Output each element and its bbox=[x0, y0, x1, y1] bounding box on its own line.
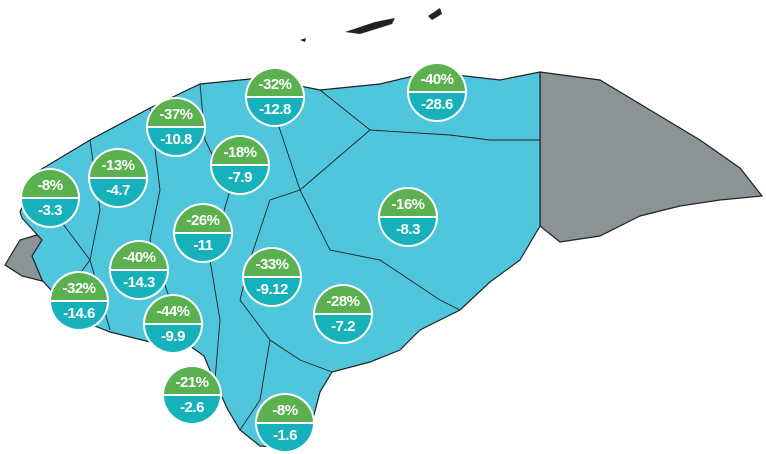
badge-bottom bbox=[111, 270, 167, 298]
badge-bottom bbox=[409, 92, 465, 120]
badge-bottom bbox=[164, 395, 220, 423]
badge-top bbox=[90, 150, 146, 178]
badge-percent: -21% bbox=[175, 374, 208, 391]
badge-percent: -33% bbox=[255, 256, 288, 273]
badge: -8% -3.3 bbox=[20, 168, 80, 228]
badge-top bbox=[175, 205, 231, 233]
badge-bottom bbox=[257, 423, 313, 451]
badge-top bbox=[380, 189, 436, 217]
badge-percent: -18% bbox=[223, 144, 256, 161]
badge-percent: -26% bbox=[186, 212, 219, 229]
badge-percent: -16% bbox=[391, 196, 424, 213]
badge: -18% -7.9 bbox=[210, 135, 270, 195]
badge-percent: -28% bbox=[326, 293, 359, 310]
badge: -37% -10.8 bbox=[146, 97, 206, 157]
badge-top bbox=[315, 286, 371, 314]
badge-percent: -40% bbox=[122, 249, 155, 266]
badge-bottom bbox=[247, 97, 303, 125]
badge-top bbox=[145, 296, 201, 324]
badge-bottom bbox=[212, 165, 268, 193]
badge-value: -12.8 bbox=[259, 101, 291, 118]
badge-bottom bbox=[22, 198, 78, 226]
badge-bottom bbox=[244, 277, 300, 305]
badge: -40% -14.3 bbox=[109, 240, 169, 300]
badge-value: -9.9 bbox=[161, 328, 185, 345]
badge-top bbox=[111, 242, 167, 270]
badge-value: -3.3 bbox=[38, 202, 62, 219]
badge: -16% -8.3 bbox=[378, 187, 438, 247]
badge-top bbox=[212, 137, 268, 165]
badge-value: -11 bbox=[193, 237, 213, 254]
region-gray-east bbox=[539, 71, 764, 243]
badge-bottom bbox=[315, 314, 371, 342]
badge-bottom bbox=[175, 233, 231, 261]
badge: -32% -14.6 bbox=[49, 271, 109, 331]
badge-top bbox=[257, 395, 313, 423]
badge-bottom bbox=[380, 217, 436, 245]
badge-value: -14.6 bbox=[63, 305, 95, 322]
badge-top bbox=[51, 273, 107, 301]
badge-value: -9.12 bbox=[256, 281, 288, 298]
badge-top bbox=[148, 99, 204, 127]
badge-percent: -8% bbox=[37, 177, 62, 194]
badge: -32% -12.8 bbox=[245, 67, 305, 127]
badge: -21% -2.6 bbox=[162, 365, 222, 425]
islands bbox=[300, 8, 442, 42]
badge: -8% -1.6 bbox=[255, 393, 315, 453]
badge-value: -4.7 bbox=[106, 182, 130, 199]
badge-percent: -32% bbox=[258, 76, 291, 93]
badge: -13% -4.7 bbox=[88, 148, 148, 208]
badge-value: -8.3 bbox=[396, 221, 420, 238]
badge-percent: -8% bbox=[272, 402, 297, 419]
badge-percent: -32% bbox=[62, 280, 95, 297]
badge-value: -2.6 bbox=[180, 399, 204, 416]
badge-top bbox=[244, 249, 300, 277]
badge-value: -7.2 bbox=[331, 318, 355, 335]
badge: -26% -11 bbox=[173, 203, 233, 263]
badge-bottom bbox=[90, 178, 146, 206]
badge-value: -10.8 bbox=[160, 131, 192, 148]
badge-top bbox=[409, 64, 465, 92]
badge-value: -7.9 bbox=[228, 169, 252, 186]
badge-top bbox=[22, 170, 78, 198]
badge-top bbox=[164, 367, 220, 395]
badge-bottom bbox=[51, 301, 107, 329]
badge-value: -28.6 bbox=[421, 96, 453, 113]
badge: -28% -7.2 bbox=[313, 284, 373, 344]
badge-value: -14.3 bbox=[123, 274, 155, 291]
badge-bottom bbox=[145, 324, 201, 352]
badge: -33% -9.12 bbox=[242, 247, 302, 307]
badge-percent: -13% bbox=[101, 157, 134, 174]
badge-percent: -44% bbox=[156, 303, 189, 320]
badge: -40% -28.6 bbox=[407, 62, 467, 122]
badge-percent: -37% bbox=[159, 106, 192, 123]
badge-top bbox=[247, 69, 303, 97]
badge-percent: -40% bbox=[420, 71, 453, 88]
badge-value: -1.6 bbox=[273, 427, 297, 444]
badge: -44% -9.9 bbox=[143, 294, 203, 354]
badge-bottom bbox=[148, 127, 204, 155]
